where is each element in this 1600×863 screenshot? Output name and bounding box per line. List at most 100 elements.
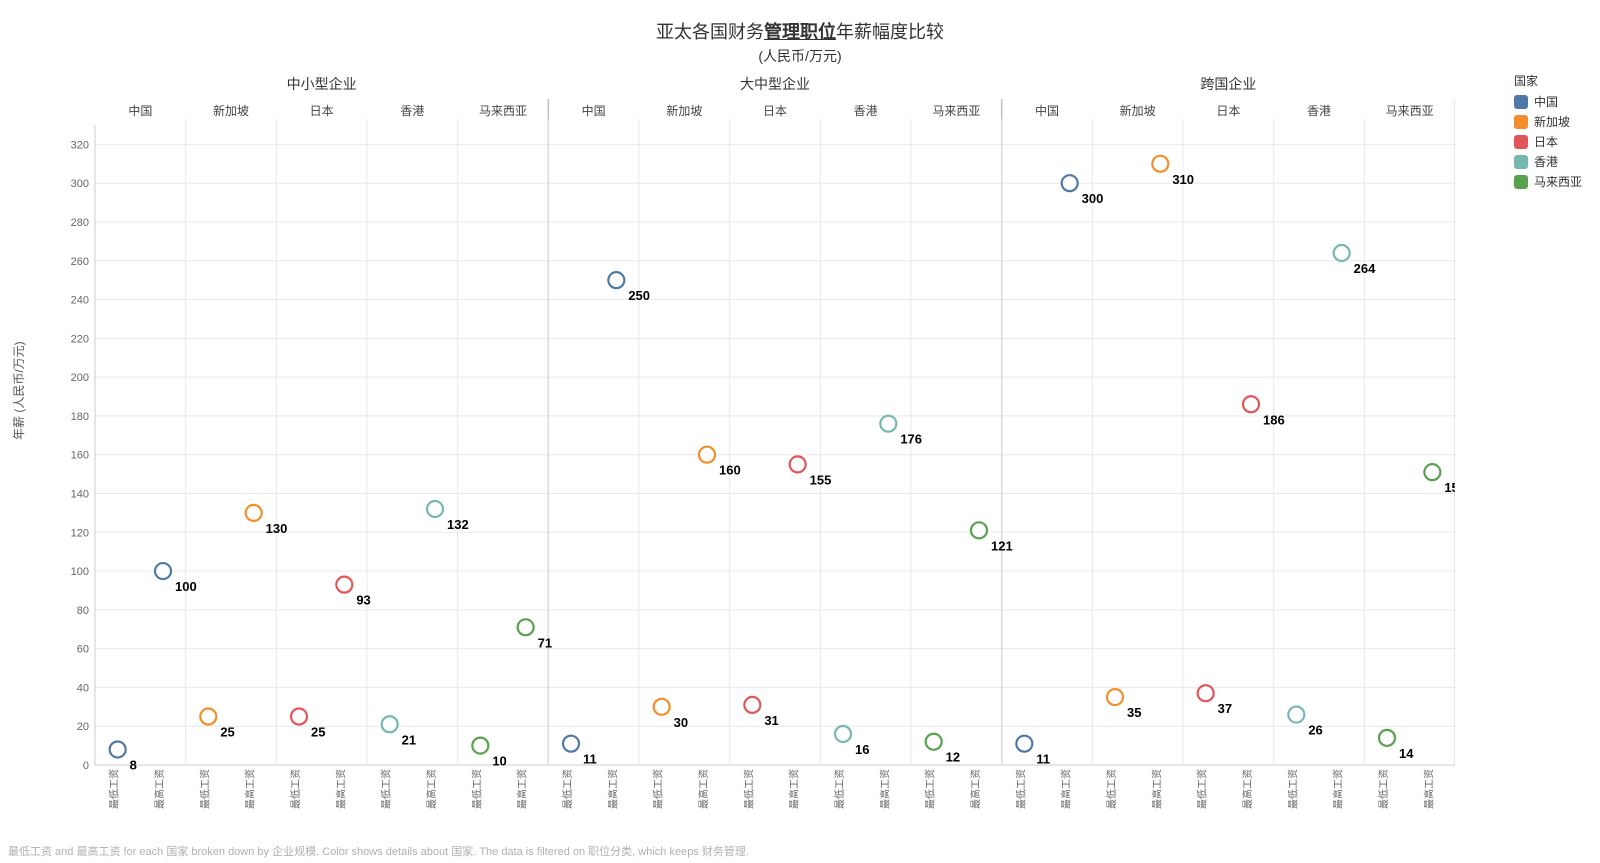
y-tick-label: 260 — [71, 256, 89, 268]
value-label: 35 — [1127, 705, 1141, 720]
data-point[interactable] — [971, 522, 987, 538]
value-label: 8 — [130, 757, 137, 772]
country-header: 中国 — [128, 103, 152, 118]
value-label: 160 — [719, 463, 741, 478]
y-tick-label: 200 — [71, 372, 89, 384]
data-point[interactable] — [926, 734, 942, 750]
y-tick-label: 80 — [77, 605, 89, 617]
legend-swatch — [1514, 95, 1528, 109]
legend-label: 马来西亚 — [1534, 173, 1582, 190]
y-tick-label: 120 — [71, 527, 89, 539]
y-tick-label: 320 — [71, 139, 89, 151]
value-label: 264 — [1354, 261, 1376, 276]
x-sub-label: 最低工资 — [289, 769, 302, 809]
value-label: 14 — [1399, 746, 1414, 761]
data-point[interactable] — [200, 709, 216, 725]
data-point[interactable] — [699, 447, 715, 463]
x-sub-label: 最低工资 — [470, 769, 483, 809]
value-label: 186 — [1263, 412, 1285, 427]
legend-item[interactable]: 日本 — [1514, 133, 1582, 150]
value-label: 176 — [900, 432, 922, 447]
x-sub-label: 最高工资 — [697, 769, 710, 809]
y-tick-label: 40 — [77, 682, 89, 694]
x-sub-label: 最高工资 — [425, 769, 438, 809]
x-sub-label: 最高工资 — [334, 769, 347, 809]
data-point[interactable] — [427, 501, 443, 517]
legend-label: 新加坡 — [1534, 113, 1570, 130]
x-sub-label: 最高工资 — [153, 769, 166, 809]
group-header: 中小型企业 — [287, 76, 357, 92]
x-sub-label: 最低工资 — [652, 769, 665, 809]
title-underline: 管理职位 — [764, 22, 836, 42]
country-header: 新加坡 — [1120, 103, 1156, 118]
value-label: 12 — [946, 750, 960, 765]
value-label: 310 — [1172, 172, 1194, 187]
value-label: 93 — [356, 593, 370, 608]
data-point[interactable] — [563, 736, 579, 752]
legend-item[interactable]: 中国 — [1514, 93, 1582, 110]
x-sub-label: 最低工资 — [924, 769, 937, 809]
data-point[interactable] — [246, 505, 262, 521]
y-tick-label: 60 — [77, 644, 89, 656]
data-point[interactable] — [1379, 730, 1395, 746]
data-point[interactable] — [472, 738, 488, 754]
legend-label: 中国 — [1534, 93, 1558, 110]
data-point[interactable] — [155, 563, 171, 579]
x-sub-label: 最低工资 — [742, 769, 755, 809]
legend-item[interactable]: 马来西亚 — [1514, 173, 1582, 190]
data-point[interactable] — [1334, 245, 1350, 261]
legend-item[interactable]: 香港 — [1514, 153, 1582, 170]
data-point[interactable] — [1198, 685, 1214, 701]
x-sub-label: 最低工资 — [380, 769, 393, 809]
data-point[interactable] — [835, 726, 851, 742]
chart-subtitle: (人民币/万元) — [0, 46, 1600, 66]
data-point[interactable] — [880, 416, 896, 432]
chart-svg: 0204060801001201401601802002202402602803… — [55, 75, 1455, 815]
chart-area: 0204060801001201401601802002202402602803… — [55, 75, 1455, 815]
legend-item[interactable]: 新加坡 — [1514, 113, 1582, 130]
data-point[interactable] — [744, 697, 760, 713]
x-sub-label: 最低工资 — [1105, 769, 1118, 809]
y-tick-label: 160 — [71, 450, 89, 462]
x-sub-label: 最低工资 — [108, 769, 121, 809]
data-point[interactable] — [1424, 464, 1440, 480]
country-header: 日本 — [763, 104, 787, 118]
data-point[interactable] — [790, 456, 806, 472]
x-sub-label: 最高工资 — [788, 769, 801, 809]
data-point[interactable] — [1243, 396, 1259, 412]
chart-title: 亚太各国财务管理职位年薪幅度比较 — [0, 18, 1600, 44]
x-sub-label: 最高工资 — [244, 769, 257, 809]
value-label: 21 — [402, 732, 416, 747]
value-label: 11 — [1036, 752, 1050, 767]
value-label: 151 — [1444, 480, 1455, 495]
x-sub-label: 最低工资 — [1377, 769, 1390, 809]
data-point[interactable] — [654, 699, 670, 715]
legend: 国家 中国新加坡日本香港马来西亚 — [1514, 72, 1582, 193]
x-sub-label: 最高工资 — [516, 769, 529, 809]
data-point[interactable] — [1107, 689, 1123, 705]
x-sub-label: 最高工资 — [1241, 769, 1254, 809]
x-sub-label: 最低工资 — [833, 769, 846, 809]
data-point[interactable] — [608, 272, 624, 288]
x-sub-label: 最低工资 — [561, 769, 574, 809]
data-point[interactable] — [1062, 175, 1078, 191]
data-point[interactable] — [291, 709, 307, 725]
title-suffix: 年薪幅度比较 — [836, 22, 944, 42]
x-sub-label: 最高工资 — [1422, 769, 1435, 809]
country-header: 马来西亚 — [1386, 104, 1434, 118]
y-tick-label: 0 — [83, 760, 89, 772]
country-header: 马来西亚 — [932, 104, 980, 118]
data-point[interactable] — [1288, 707, 1304, 723]
value-label: 130 — [266, 521, 288, 536]
data-point[interactable] — [382, 716, 398, 732]
value-label: 25 — [311, 725, 325, 740]
data-point[interactable] — [1152, 156, 1168, 172]
legend-swatch — [1514, 155, 1528, 169]
x-sub-label: 最低工资 — [1014, 769, 1027, 809]
data-point[interactable] — [110, 741, 126, 757]
data-point[interactable] — [336, 577, 352, 593]
data-point[interactable] — [518, 619, 534, 635]
legend-label: 日本 — [1534, 133, 1558, 150]
value-label: 31 — [764, 713, 778, 728]
data-point[interactable] — [1016, 736, 1032, 752]
